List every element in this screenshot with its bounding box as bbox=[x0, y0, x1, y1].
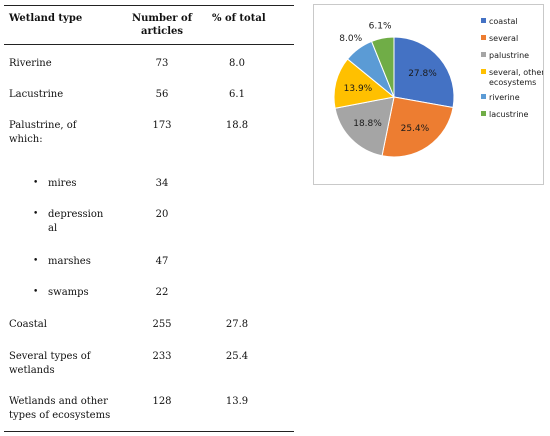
row-count: 34 bbox=[155, 178, 169, 189]
bullet-marker: • bbox=[33, 178, 39, 188]
row-type-line1: Palustrine, of bbox=[9, 120, 77, 131]
legend-swatch bbox=[481, 35, 486, 40]
row-count: 22 bbox=[155, 287, 169, 298]
pie-slice-label: 18.8% bbox=[353, 119, 382, 129]
table-header-rule bbox=[4, 44, 294, 45]
pie-slice-label: 6.1% bbox=[369, 21, 392, 31]
legend-swatch bbox=[481, 111, 486, 116]
row-percent: 27.8 bbox=[225, 319, 249, 330]
pie-slice-several bbox=[381, 96, 454, 158]
pie-slice-label: 8.0% bbox=[339, 34, 362, 44]
bullet-marker: • bbox=[33, 256, 39, 266]
row-percent: 6.1 bbox=[229, 89, 245, 100]
row-subtype: mires bbox=[48, 178, 77, 189]
legend-label: ecosystems bbox=[489, 78, 536, 87]
row-count: 233 bbox=[152, 351, 172, 362]
legend-swatch bbox=[481, 18, 486, 23]
row-count: 47 bbox=[155, 256, 169, 267]
row-count: 20 bbox=[155, 209, 169, 220]
row-percent: 18.8 bbox=[225, 120, 249, 131]
row-count: 128 bbox=[152, 396, 172, 407]
row-count: 255 bbox=[152, 319, 172, 330]
table-bottom-rule bbox=[4, 431, 294, 432]
row-count: 56 bbox=[155, 89, 169, 100]
legend-label: coastal bbox=[489, 17, 518, 26]
row-type: Lacustrine bbox=[9, 89, 64, 100]
table-top-rule bbox=[4, 5, 294, 6]
row-type: Coastal bbox=[9, 319, 47, 330]
pie-chart: 27.8% 25.4% 18.8% 13.9% 8.0% 6.1% coastal seve… bbox=[333, 17, 543, 158]
row-type-line1: Several types of bbox=[9, 351, 91, 362]
pie-slice-lacustrine bbox=[370, 36, 395, 98]
pie-slice-labels: 27.8% 25.4% 18.8% 13.9% 8.0% 6.1% bbox=[339, 21, 437, 133]
pie-slice-palustrine bbox=[334, 96, 395, 157]
pie-slice-several-other-ecosystems bbox=[333, 58, 396, 109]
row-subtype-line2: al bbox=[48, 223, 58, 234]
pie-slice-label: 13.9% bbox=[344, 84, 373, 94]
legend-label: lacustrine bbox=[489, 110, 528, 119]
row-count: 73 bbox=[155, 58, 169, 69]
row-type: Riverine bbox=[9, 58, 52, 69]
row-type-line1: Wetlands and other bbox=[9, 396, 108, 407]
legend-swatch bbox=[481, 69, 486, 74]
legend-swatch bbox=[481, 94, 486, 99]
row-percent: 13.9 bbox=[225, 396, 249, 407]
wetland-table: Wetland type Number of articles % of tot… bbox=[4, 5, 294, 432]
row-percent: 25.4 bbox=[225, 351, 249, 362]
pie-slice-label: 25.4% bbox=[401, 124, 430, 134]
row-subtype: swamps bbox=[48, 287, 89, 298]
legend-label: palustrine bbox=[489, 51, 529, 60]
row-type-line2: wetlands bbox=[9, 365, 55, 376]
pie-legend: coastal several palustrine several, otherec… bbox=[481, 17, 543, 119]
header-number-of-articles-line2: articles bbox=[140, 26, 184, 37]
row-percent: 8.0 bbox=[229, 58, 245, 69]
header-number-of-articles-line1: Number of bbox=[131, 13, 193, 24]
header-percent-of-total: % of total bbox=[212, 13, 266, 24]
row-subtype-line1: depression bbox=[48, 209, 104, 220]
header-wetland-type: Wetland type bbox=[9, 13, 83, 24]
bullet-marker: • bbox=[33, 209, 39, 219]
row-subtype: marshes bbox=[48, 256, 91, 267]
legend-label: riverine bbox=[489, 93, 520, 102]
legend-label: several, other bbox=[489, 68, 543, 77]
legend-label: several bbox=[489, 34, 518, 43]
bullet-marker: • bbox=[33, 287, 39, 297]
pie-slice-coastal bbox=[393, 36, 455, 109]
pie-chart-frame: 27.8% 25.4% 18.8% 13.9% 8.0% 6.1% coastal seve… bbox=[313, 4, 544, 185]
row-type-line2: types of ecosystems bbox=[9, 410, 111, 421]
pie-slice-label: 27.8% bbox=[408, 69, 437, 79]
row-count: 173 bbox=[152, 120, 172, 131]
legend-swatch bbox=[481, 52, 486, 57]
row-type-line2: which: bbox=[9, 134, 43, 145]
pie-slices bbox=[333, 36, 455, 158]
